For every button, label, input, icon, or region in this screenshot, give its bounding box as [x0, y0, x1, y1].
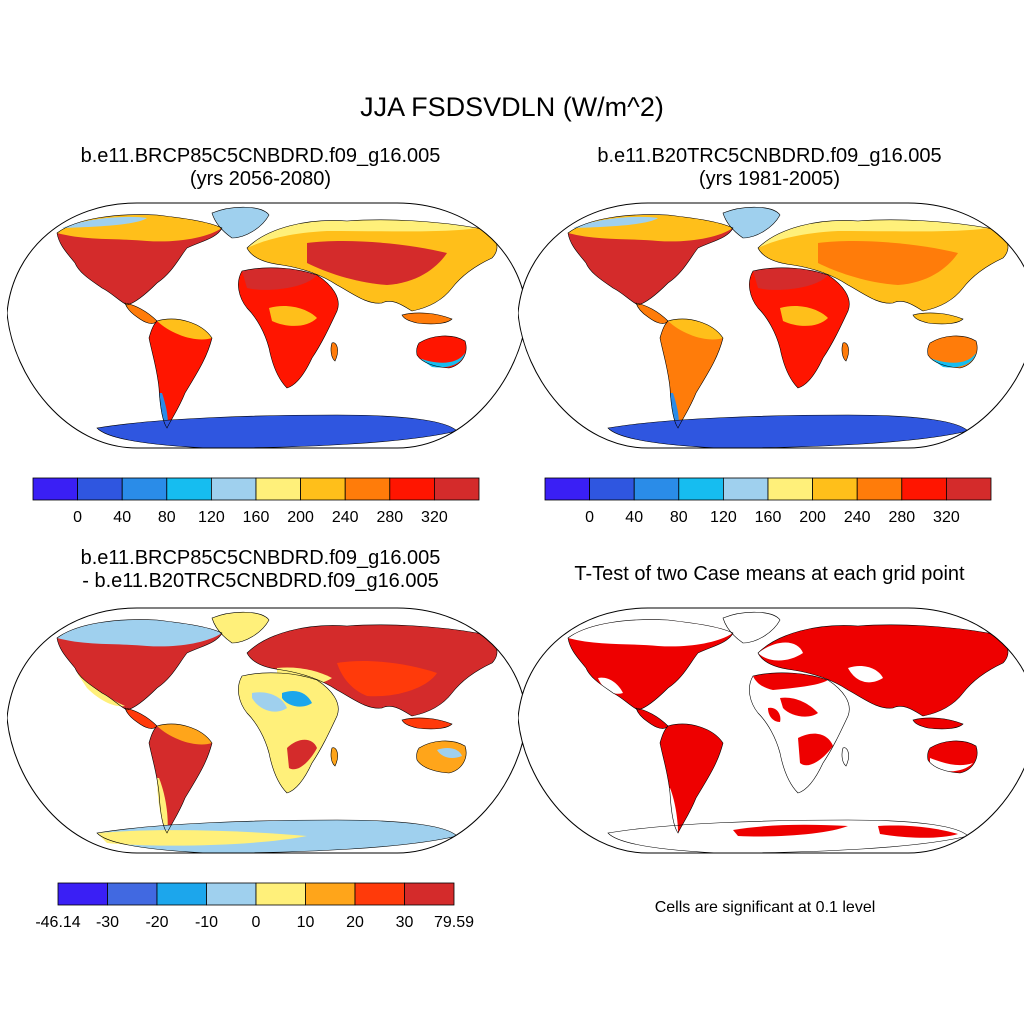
panel-test-title: b.e11.BRCP85C5CNBDRD.f09_g16.005 (yrs 20… [18, 145, 503, 191]
colorbar-swatch [433, 477, 480, 501]
colorbar-tick-label: 120 [710, 509, 737, 526]
colorbar-tick-label: 200 [799, 509, 826, 526]
colorbar-tick-label: 10 [297, 914, 315, 931]
colorbar-tick-label: 40 [625, 509, 643, 526]
colorbar-swatch [544, 477, 590, 501]
map-test-case [7, 202, 527, 449]
colorbar-swatch [344, 477, 391, 501]
ttest-footnote: Cells are significant at 0.1 level [654, 899, 876, 916]
colorbar-swatch [767, 477, 813, 501]
panel-control-title: b.e11.B20TRC5CNBDRD.f09_g16.005 (yrs 198… [527, 145, 1012, 191]
colorbar-test-case: 0 40 80 120 160 200 240 280 320 [32, 477, 480, 526]
panel-diff-title-line2: - b.e11.B20TRC5CNBDRD.f09_g16.005 [82, 570, 439, 592]
panel-diff-title: b.e11.BRCP85C5CNBDRD.f09_g16.005 - b.e11… [18, 547, 503, 593]
colorbar-tick-label: 80 [158, 509, 176, 526]
colorbar-tick-label: 0 [252, 914, 261, 931]
colorbar-tick-label: 240 [332, 509, 359, 526]
colorbar-tick-label: 120 [198, 509, 225, 526]
colorbar-swatch [901, 477, 947, 501]
colorbar-tick-label: 0 [73, 509, 82, 526]
panel-ttest-title: T-Test of two Case means at each grid po… [574, 563, 965, 585]
panel-test-title-line1: b.e11.BRCP85C5CNBDRD.f09_g16.005 [80, 145, 441, 167]
colorbar-swatch [156, 882, 207, 906]
colorbar-tick-label: 160 [243, 509, 270, 526]
colorbar-tick-label: -46.14 [35, 914, 80, 931]
colorbar-tick-label: 79.59 [434, 914, 474, 931]
colorbar-swatch [633, 477, 680, 501]
colorbar-swatch [678, 477, 724, 501]
colorbar-swatch [300, 477, 346, 501]
colorbar-swatch [589, 477, 635, 501]
figure-title: JJA FSDSVDLN (W/m^2) [360, 92, 664, 122]
colorbar-tick-label: 160 [755, 509, 782, 526]
colorbar-swatch [77, 477, 123, 501]
colorbar-tick-label: 20 [346, 914, 364, 931]
map-difference [7, 607, 527, 854]
colorbar-tick-label: 240 [844, 509, 871, 526]
colorbar-swatch [722, 477, 769, 501]
colorbar-tick-label: 280 [888, 509, 915, 526]
panel-test-title-line2: (yrs 2056-2080) [189, 168, 332, 190]
panel-diff-title-line1: b.e11.BRCP85C5CNBDRD.f09_g16.005 [80, 547, 441, 569]
colorbar-tick-label: 0 [585, 509, 594, 526]
colorbar-swatch [812, 477, 858, 501]
colorbar-tick-label: 30 [396, 914, 414, 931]
colorbar-tick-label: 80 [670, 509, 688, 526]
colorbar-swatch [206, 882, 257, 906]
colorbar-tick-label: 320 [933, 509, 960, 526]
colorbar-tick-label: 40 [113, 509, 131, 526]
colorbar-tick-label: 320 [421, 509, 448, 526]
colorbar-tick-label: 200 [287, 509, 314, 526]
map-ttest-significance [518, 607, 1024, 854]
colorbar-swatch [389, 477, 435, 501]
colorbar-swatch [945, 477, 992, 501]
colorbar-swatch [305, 882, 356, 906]
colorbar-control-case: 0 40 80 120 160 200 240 280 320 [544, 477, 992, 526]
colorbar-tick-label: -10 [195, 914, 218, 931]
colorbar-swatch [32, 477, 78, 501]
panel-control-title-line2: (yrs 1981-2005) [698, 168, 841, 190]
colorbar-tick-label: -20 [145, 914, 168, 931]
map-frame [7, 202, 527, 449]
colorbar-swatch [255, 882, 306, 906]
map-control-case [518, 202, 1024, 449]
colorbar-difference: -46.14 -30 -20 -10 0 10 20 30 79.59 [35, 882, 474, 931]
colorbar-tick-label: -30 [96, 914, 119, 931]
colorbar-swatch [354, 882, 405, 906]
panel-control-title-line1: b.e11.B20TRC5CNBDRD.f09_g16.005 [597, 145, 942, 167]
colorbar-swatch [856, 477, 903, 501]
colorbar-swatch [166, 477, 212, 501]
colorbar-swatch [404, 882, 455, 906]
colorbar-swatch [121, 477, 168, 501]
colorbar-swatch [255, 477, 301, 501]
colorbar-swatch [210, 477, 257, 501]
colorbar-tick-label: 280 [376, 509, 403, 526]
colorbar-swatch [57, 882, 108, 906]
colorbar-swatch [107, 882, 158, 906]
